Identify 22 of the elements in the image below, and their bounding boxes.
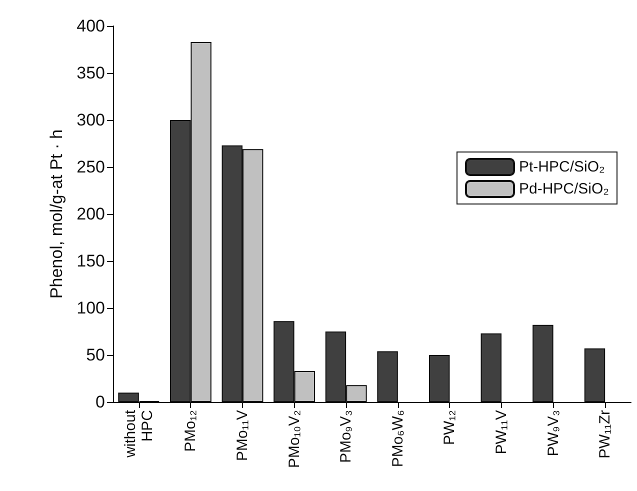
- x-tick-label: PMo₁₁V: [234, 410, 251, 461]
- x-tick-label: PMo₆W₆: [389, 410, 406, 468]
- legend-label: Pt-HPC/SiO₂: [518, 158, 605, 176]
- x-tick-label: PW₁₁V: [493, 410, 510, 454]
- y-tick-label: 100: [76, 298, 105, 318]
- y-tick-label: 50: [86, 346, 105, 364]
- y-tick-label: 200: [76, 204, 105, 224]
- x-tick-label: PMo₁₀V₂: [286, 410, 303, 468]
- y-tick-label: 400: [76, 16, 105, 36]
- y-tick-label: 350: [76, 64, 105, 82]
- y-axis-title: Phenol, mol/g-at Pt · h: [47, 129, 66, 299]
- x-tick-label: PW₁₁Zr: [596, 410, 614, 458]
- legend-label: Pd-HPC/SiO₂: [518, 180, 610, 198]
- x-tick-label: PMo₉V₃: [338, 410, 355, 463]
- y-tick-label: 0: [96, 392, 105, 412]
- x-tick-label: PW₉V₃: [544, 410, 562, 456]
- x-tick-label: without HPC: [122, 409, 156, 459]
- y-tick-label: 250: [76, 158, 105, 176]
- y-tick-label: 150: [76, 252, 105, 270]
- x-tick-label: PMo₁₂: [182, 410, 200, 452]
- x-tick-label: PW₁₂: [441, 410, 458, 446]
- y-tick-label: 300: [76, 110, 105, 130]
